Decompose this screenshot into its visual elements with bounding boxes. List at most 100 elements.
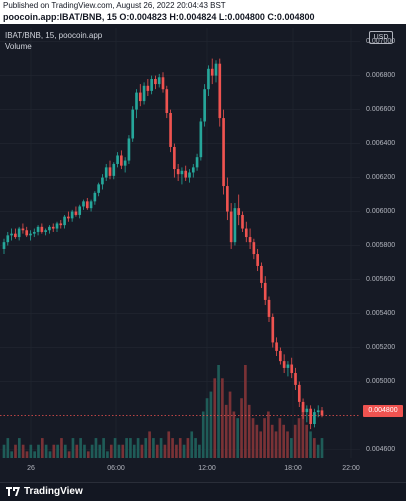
volume-bar bbox=[33, 451, 36, 458]
candle-down bbox=[260, 265, 263, 283]
volume-bar bbox=[247, 404, 251, 458]
candle-down bbox=[237, 208, 241, 215]
candle-down bbox=[218, 63, 222, 119]
volume-bar bbox=[224, 404, 228, 458]
candle-up bbox=[157, 77, 161, 85]
candle-down bbox=[297, 384, 301, 402]
candle-up bbox=[199, 121, 203, 158]
volume-bar bbox=[44, 444, 48, 458]
volume-bar bbox=[90, 444, 94, 458]
volume-bar bbox=[286, 431, 289, 458]
y-tick-label: 0.005000 bbox=[366, 377, 396, 385]
volume-bar bbox=[236, 418, 240, 458]
x-tick-label: 06:00 bbox=[107, 465, 125, 472]
volume-bar bbox=[313, 438, 316, 458]
candle-down bbox=[51, 226, 55, 229]
volume-bar bbox=[152, 438, 155, 458]
volume-bar bbox=[309, 431, 312, 458]
volume-bar bbox=[244, 365, 247, 458]
candle-down bbox=[14, 233, 17, 238]
volume-bar bbox=[18, 438, 21, 458]
candle-up bbox=[2, 242, 6, 249]
candle-down bbox=[21, 228, 25, 231]
candle-up bbox=[29, 233, 32, 236]
candle-down bbox=[85, 201, 89, 209]
y-tick-label: 0.006400 bbox=[366, 139, 396, 147]
candle-up bbox=[6, 235, 10, 243]
volume-bar bbox=[132, 444, 136, 458]
y-tick-label: 0.007000 bbox=[366, 37, 396, 45]
volume-bar bbox=[278, 418, 282, 458]
y-tick-label: 0.005200 bbox=[366, 343, 396, 351]
volume-bar bbox=[182, 444, 186, 458]
volume-bar bbox=[274, 431, 278, 458]
volume-bar bbox=[125, 438, 128, 458]
candle-down bbox=[120, 155, 123, 166]
candle-down bbox=[301, 401, 305, 413]
candle-up bbox=[78, 206, 82, 215]
volume-bar bbox=[102, 438, 105, 458]
candle-up bbox=[150, 78, 153, 91]
candle-up bbox=[89, 201, 93, 209]
candle-down bbox=[294, 373, 297, 385]
currency-button[interactable]: USD bbox=[369, 31, 393, 44]
symbol-legend[interactable]: IBAT/BNB, 15, poocoin.app bbox=[5, 31, 103, 40]
volume-bar bbox=[232, 411, 236, 458]
volume-bar bbox=[297, 418, 301, 458]
volume-bar bbox=[71, 438, 75, 458]
volume-bar bbox=[67, 451, 71, 458]
tradingview-logo-icon bbox=[6, 486, 20, 496]
candle-down bbox=[67, 216, 70, 219]
volume-bar bbox=[301, 404, 305, 458]
candle-up bbox=[55, 223, 59, 229]
volume-bar bbox=[109, 444, 113, 458]
candle-up bbox=[195, 157, 199, 168]
candle-up bbox=[142, 85, 146, 102]
volume-bar bbox=[113, 438, 117, 458]
candle-down bbox=[320, 410, 324, 416]
candle-down bbox=[252, 242, 256, 255]
volume-bar bbox=[293, 424, 297, 458]
candle-down bbox=[248, 237, 252, 243]
x-tick-label: 12:00 bbox=[198, 465, 216, 472]
candle-up bbox=[48, 226, 51, 231]
candle-down bbox=[176, 169, 180, 175]
volume-bar bbox=[136, 438, 140, 458]
volume-bar bbox=[263, 418, 266, 458]
volume-bar bbox=[205, 398, 209, 458]
candle-down bbox=[271, 316, 275, 343]
volume-bar bbox=[144, 438, 148, 458]
y-tick-label: 0.005800 bbox=[366, 241, 396, 249]
candle-down bbox=[244, 228, 248, 238]
volume-bar bbox=[148, 431, 151, 458]
volume-bar bbox=[6, 438, 10, 458]
candle-down bbox=[161, 77, 165, 90]
volume-bar bbox=[52, 444, 56, 458]
last-price-label: 0.004800 bbox=[363, 405, 403, 417]
volume-bars bbox=[2, 365, 324, 458]
candle-down bbox=[222, 118, 225, 187]
volume-bar bbox=[48, 451, 52, 458]
volume-bar bbox=[159, 438, 163, 458]
volume-bar bbox=[240, 398, 243, 458]
candle-down bbox=[275, 342, 278, 351]
volume-bar bbox=[121, 444, 125, 458]
volume-bar bbox=[106, 451, 109, 458]
volume-bar bbox=[37, 444, 40, 458]
volume-bar bbox=[83, 444, 86, 458]
volume-bar bbox=[129, 438, 132, 458]
candle-up bbox=[17, 228, 21, 238]
published-info: Published on TradingView.com, August 26,… bbox=[3, 1, 226, 10]
chart-pane[interactable] bbox=[0, 24, 406, 482]
tradingview-logo[interactable]: TradingView bbox=[6, 486, 83, 497]
x-tick-label: 22:00 bbox=[342, 465, 360, 472]
volume-bar bbox=[21, 444, 25, 458]
candle-up bbox=[313, 412, 316, 425]
candle-up bbox=[82, 201, 85, 207]
candle-down bbox=[138, 92, 142, 102]
candle-down bbox=[165, 89, 169, 113]
volume-legend[interactable]: Volume bbox=[5, 42, 32, 51]
ohlc-info: poocoin.app:IBAT/BNB, 15 O:0.004823 H:0.… bbox=[3, 12, 315, 22]
y-tick-label: 0.004600 bbox=[366, 445, 396, 453]
